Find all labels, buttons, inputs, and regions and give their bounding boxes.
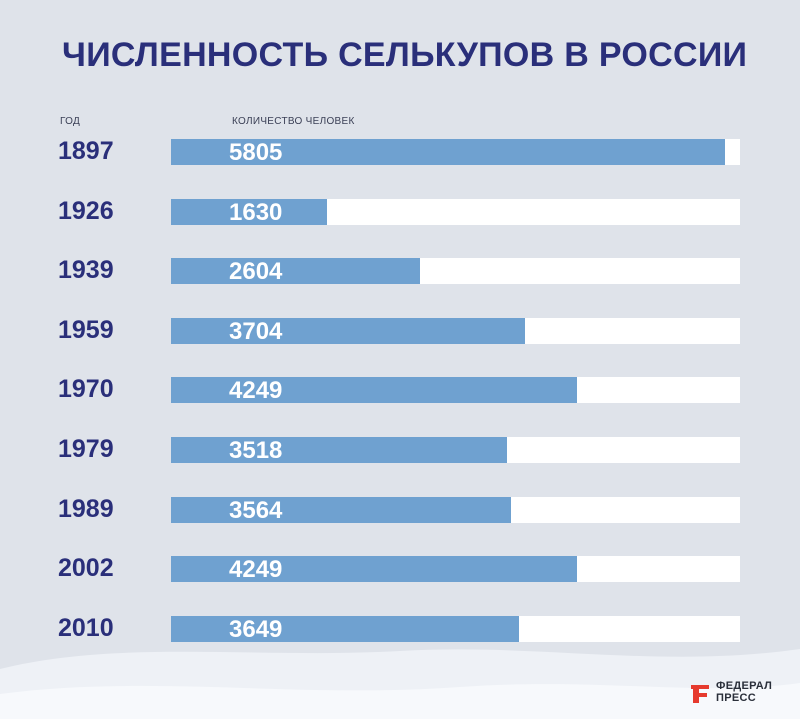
- bar-track: 3704: [171, 317, 740, 345]
- bar-row-1959: 1959 3704: [0, 315, 800, 345]
- bar-track: 2604: [171, 258, 740, 286]
- value-label: 4249: [229, 556, 283, 584]
- bar: [171, 317, 525, 344]
- value-label: 4249: [229, 377, 283, 405]
- federalpress-logo-icon: [691, 685, 709, 703]
- bar: [171, 139, 725, 165]
- bar-row-2002: 2002 4249: [0, 554, 800, 584]
- year-label: 1939: [58, 256, 114, 285]
- value-label: 2604: [229, 258, 283, 286]
- value-label: 3704: [229, 317, 283, 345]
- value-label: 1630: [229, 198, 283, 226]
- bar-row-1926: 1926 1630: [0, 196, 800, 226]
- year-label: 1959: [58, 315, 114, 344]
- logo: ФЕДЕРАЛ ПРЕСС: [688, 679, 788, 709]
- value-label: 3518: [229, 437, 283, 464]
- count-column-header: КОЛИЧЕСТВО ЧЕЛОВЕК: [232, 116, 355, 127]
- bar-track: 3518: [171, 437, 740, 464]
- bar-row-1989: 1989 3564: [0, 494, 800, 524]
- year-label: 1970: [58, 375, 114, 404]
- bar: [171, 615, 519, 642]
- logo-line-2: ПРЕСС: [716, 692, 756, 704]
- logo-line-1: ФЕДЕРАЛ: [716, 680, 773, 692]
- bar-track: 3649: [171, 615, 740, 643]
- bar: [171, 437, 507, 463]
- year-label: 1897: [58, 137, 114, 165]
- bar-row-1970: 1970 4249: [0, 375, 800, 405]
- year-label: 1926: [58, 196, 114, 225]
- bar-row-1939: 1939 2604: [0, 256, 800, 286]
- snow-background: [0, 649, 800, 719]
- bar: [171, 377, 577, 404]
- bar-track: 3564: [171, 496, 740, 524]
- year-label: 2010: [58, 613, 114, 642]
- bar-track: 1630: [171, 198, 740, 226]
- year-label: 2002: [58, 554, 114, 583]
- bar: [171, 198, 327, 225]
- bar-track: 5805: [171, 139, 740, 166]
- value-label: 3649: [229, 615, 283, 643]
- bar-row-1979: 1979 3518: [0, 435, 800, 464]
- year-label: 1979: [58, 435, 114, 463]
- value-label: 5805: [229, 139, 283, 166]
- bar-track: 4249: [171, 556, 740, 584]
- bar: [171, 496, 511, 523]
- bar-row-2010: 2010 3649: [0, 613, 800, 643]
- bar: [171, 258, 420, 285]
- bar-row-1897: 1897 5805: [0, 137, 800, 166]
- bar-track: 4249: [171, 377, 740, 405]
- chart-title: ЧИСЛЕННОСТЬ СЕЛЬКУПОВ В РОССИИ: [62, 36, 748, 74]
- bar: [171, 556, 577, 583]
- year-column-header: ГОД: [60, 116, 81, 127]
- year-label: 1989: [58, 494, 114, 523]
- value-label: 3564: [229, 496, 283, 524]
